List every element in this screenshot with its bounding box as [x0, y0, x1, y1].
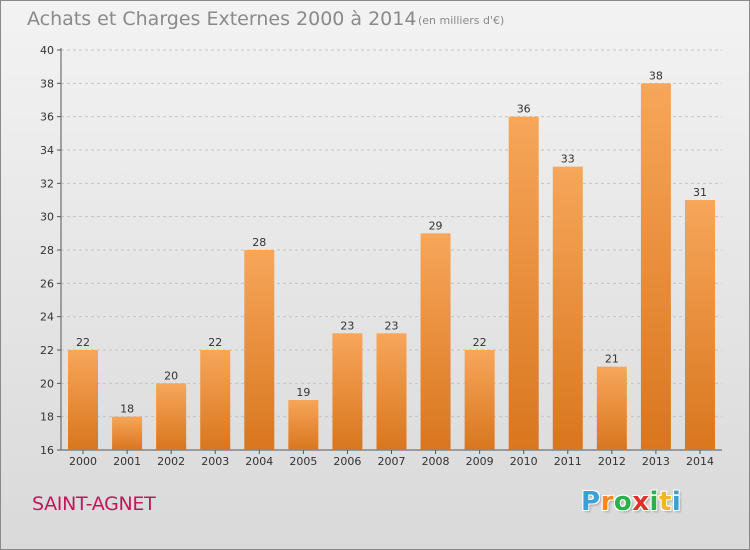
x-tick-label-2002: 2002 — [157, 455, 185, 468]
y-tick-label-36: 36 — [40, 111, 54, 124]
bar-2003 — [200, 350, 231, 450]
x-tick-label-2000: 2000 — [69, 455, 97, 468]
y-tick-label-20: 20 — [40, 377, 54, 390]
y-tick-label-28: 28 — [40, 244, 54, 257]
bar-2005 — [288, 400, 319, 450]
y-tick-label-24: 24 — [40, 311, 54, 324]
bar-2002 — [156, 383, 187, 450]
logo-letter: i — [649, 487, 659, 517]
bar-2001 — [112, 416, 143, 450]
logo-letter: t — [658, 487, 672, 517]
bars — [68, 83, 715, 451]
bar-2014 — [684, 200, 715, 450]
x-tick-label-2004: 2004 — [245, 455, 273, 468]
y-tick-label-34: 34 — [40, 144, 54, 157]
bar-2012 — [596, 366, 627, 450]
bar-2009 — [464, 350, 495, 450]
x-tick-label-2006: 2006 — [333, 455, 361, 468]
bar-2000 — [68, 350, 99, 450]
commune-name: SAINT-AGNET — [32, 493, 156, 515]
x-tick-label-2003: 2003 — [201, 455, 229, 468]
x-tick-label-2008: 2008 — [422, 455, 450, 468]
bar-2004 — [244, 250, 275, 450]
bar-value-label-2002: 20 — [164, 369, 178, 382]
bar-value-label-2003: 22 — [208, 336, 222, 349]
bar-value-label-2006: 23 — [340, 319, 354, 332]
bar-value-label-2010: 36 — [517, 103, 531, 116]
bar-value-label-2000: 22 — [76, 336, 90, 349]
bar-value-label-2009: 22 — [473, 336, 487, 349]
x-tick-label-2014: 2014 — [686, 455, 714, 468]
bar-value-label-2008: 29 — [429, 219, 443, 232]
chart-subtitle: (en milliers d'€) — [418, 14, 505, 27]
y-tick-label-38: 38 — [40, 77, 54, 90]
y-tick-label-26: 26 — [40, 277, 54, 290]
x-tick-label-2011: 2011 — [554, 455, 582, 468]
logo-letter: x — [632, 487, 650, 517]
bar-value-label-2014: 31 — [693, 186, 707, 199]
bar-value-label-2007: 23 — [385, 319, 399, 332]
x-tick-label-2001: 2001 — [113, 455, 141, 468]
y-tick-label-18: 18 — [40, 411, 54, 424]
bar-value-labels: 22 18 20 22 28 19 23 23 29 22 36 33 21 38 31 — [76, 69, 707, 415]
y-tick-label-16: 16 — [40, 444, 54, 457]
bar-2010 — [508, 116, 539, 451]
bar-value-label-2012: 21 — [605, 353, 619, 366]
x-tick-labels: 2000 2001 2002 2003 2004 2005 2006 2007 2008 2009… — [69, 455, 714, 468]
y-tick-label-40: 40 — [40, 44, 54, 57]
y-tick-label-30: 30 — [40, 211, 54, 224]
bar-2007 — [376, 333, 407, 450]
bar-value-label-2004: 28 — [252, 236, 266, 249]
bar-value-label-2011: 33 — [561, 153, 575, 166]
y-tick-label-32: 32 — [40, 177, 54, 190]
x-tick-label-2009: 2009 — [466, 455, 494, 468]
bar-value-label-2005: 19 — [296, 386, 310, 399]
y-tick-label-22: 22 — [40, 344, 54, 357]
logo-letter: i — [671, 487, 682, 517]
x-tick-label-2013: 2013 — [642, 455, 670, 468]
logo-letter: o — [613, 487, 633, 517]
x-tick-label-2012: 2012 — [598, 455, 626, 468]
x-tick-label-2005: 2005 — [289, 455, 317, 468]
y-tick-labels: 16 18 20 22 24 26 28 30 32 34 36 38 40 — [40, 44, 54, 457]
chart-title: Achats et Charges Externes 2000 à 2014 — [27, 8, 417, 30]
bar-2013 — [640, 83, 671, 450]
bar-2011 — [552, 166, 583, 450]
proxiti-logo: Proxiti — [581, 487, 681, 517]
bar-value-label-2013: 38 — [649, 69, 663, 82]
bar-value-label-2001: 18 — [120, 403, 134, 416]
logo-letter: P — [581, 487, 601, 517]
x-tick-label-2010: 2010 — [510, 455, 538, 468]
logo-letter: r — [600, 487, 614, 517]
x-tick-label-2007: 2007 — [378, 455, 406, 468]
bar-2008 — [420, 233, 451, 450]
bar-2006 — [332, 333, 363, 450]
